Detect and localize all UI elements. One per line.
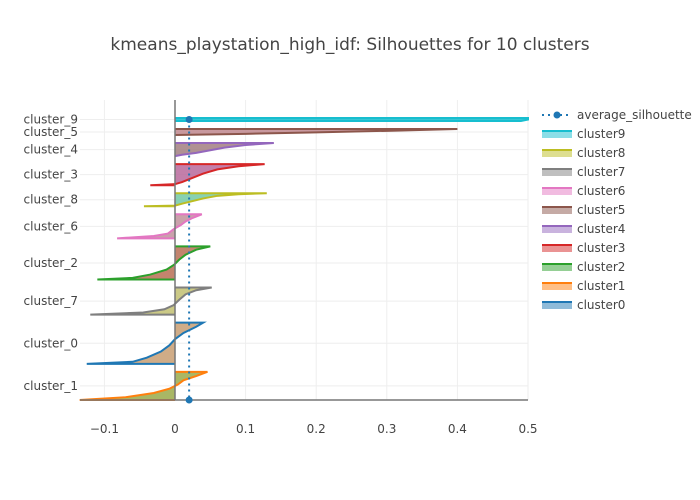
x-tick-label: 0.4 [448,422,467,436]
legend-label: cluster0 [577,298,625,312]
cluster0-line [86,321,207,365]
y-tick-label: cluster_8 [24,193,78,207]
legend-swatch [542,282,572,290]
axes [80,100,528,401]
cluster-areas [79,117,529,401]
cluster6-area [117,214,202,239]
legend-swatch [542,206,572,214]
y-tick-label: cluster_0 [24,336,78,350]
cluster3-line [150,163,265,187]
cluster2-area [97,246,211,280]
y-tick-label: cluster_7 [24,294,78,308]
cluster4-area [175,143,274,157]
y-tick-label: cluster_1 [24,379,78,393]
legend-item-cluster8[interactable]: cluster8 [542,146,625,160]
legend-label: average_silhouette [577,108,692,122]
cluster7-area [90,287,212,315]
legend-swatch [542,187,572,195]
legend[interactable]: average_silhouette cluster9 cluster8 cluste… [542,108,692,312]
cluster8-area [143,193,267,207]
y-tick-label: cluster_4 [24,143,78,157]
legend-item-cluster2[interactable]: cluster2 [542,260,625,274]
legend-swatch [542,263,572,271]
legend-item-cluster1[interactable]: cluster1 [542,279,625,293]
legend-item-average_silhouette[interactable]: average_silhouette [542,108,692,122]
legend-label: cluster8 [577,146,625,160]
cluster9-line [175,117,529,123]
x-tick-label: 0.5 [518,422,537,436]
cluster3-area [150,164,265,186]
cluster8-line [143,192,267,208]
x-tick-labels: −0.1 0 0.1 0.2 0.3 0.4 0.5 [90,422,538,436]
legend-label: cluster5 [577,203,625,217]
legend-label: cluster3 [577,241,625,255]
legend-label: cluster7 [577,165,625,179]
y-tick-label: cluster_3 [24,168,78,182]
legend-swatch [542,244,572,252]
x-tick-label: 0.2 [307,422,326,436]
legend-label: cluster1 [577,279,625,293]
legend-item-cluster0[interactable]: cluster0 [542,298,625,312]
legend-swatch [542,130,572,138]
legend-item-cluster7[interactable]: cluster7 [542,165,625,179]
legend-item-cluster4[interactable]: cluster4 [542,222,625,236]
average-silhouette-marker-bottom [185,396,193,404]
grid [80,100,529,400]
x-tick-label: 0 [171,422,179,436]
cluster0-area [86,322,204,364]
legend-swatch [542,225,572,233]
legend-label: cluster6 [577,184,625,198]
legend-label: cluster9 [577,127,625,141]
y-tick-label: cluster_2 [24,256,78,270]
cluster1-line [79,370,208,401]
chart-title: kmeans_playstation_high_idf: Silhouettes… [110,35,589,55]
y-tick-label: cluster_6 [24,219,78,233]
average-silhouette-marker-top [185,116,193,124]
legend-swatch [542,168,572,176]
y-tick-label: cluster_5 [24,125,78,139]
legend-label: cluster2 [577,260,625,274]
cluster7-line [90,286,212,316]
legend-item-cluster9[interactable]: cluster9 [542,127,625,141]
x-tick-label: −0.1 [90,422,119,436]
legend-item-cluster5[interactable]: cluster5 [542,203,625,217]
average-silhouette-line [185,116,193,404]
legend-item-cluster3[interactable]: cluster3 [542,241,625,255]
y-tick-label: cluster_9 [24,113,78,127]
x-tick-label: 0.3 [377,422,396,436]
legend-item-cluster6[interactable]: cluster6 [542,184,625,198]
legend-marker [553,111,561,119]
y-tick-labels: cluster_1 cluster_0 cluster_7 cluster_2 clus… [24,113,78,393]
x-tick-label: 0.1 [236,422,255,436]
cluster4-line [174,142,274,158]
legend-swatch [542,149,572,157]
legend-label: cluster4 [577,222,625,236]
cluster5-line [174,128,458,137]
cluster6-line [117,213,203,240]
legend-swatch [542,301,572,309]
